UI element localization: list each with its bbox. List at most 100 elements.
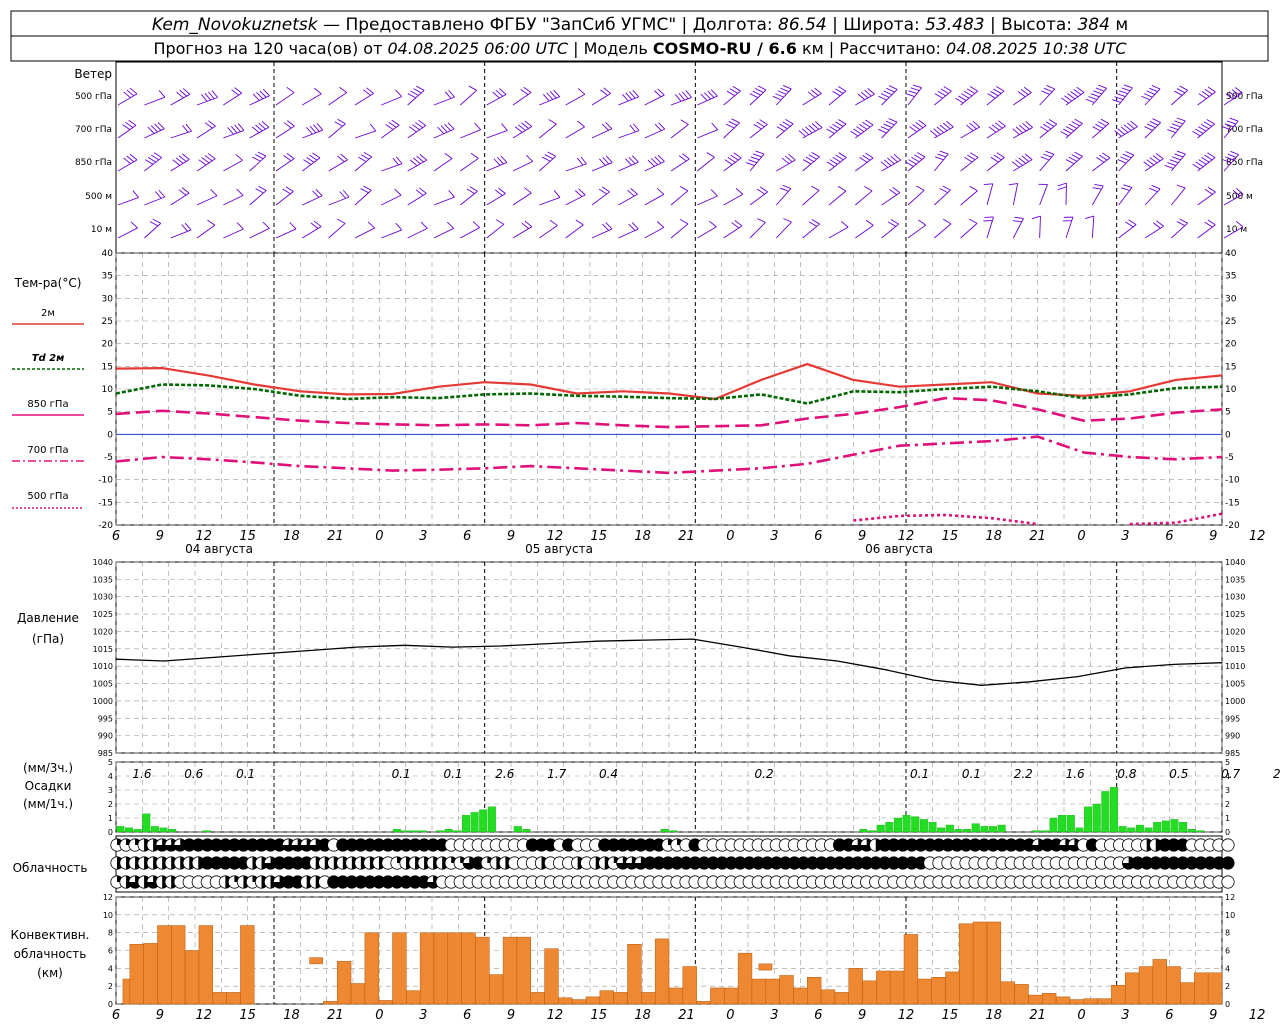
- wind-barb-flag: [783, 122, 791, 126]
- wind-barb-shaft: [618, 97, 638, 105]
- wind-barb-flag: [1120, 157, 1128, 161]
- wind-barb-flag: [363, 186, 371, 190]
- wind-barb-shaft: [724, 194, 743, 205]
- header-line-1: Kem_Novokuznetsk — Предоставлено ФГБУ "З…: [152, 15, 1128, 35]
- wind-barb-flag: [1061, 132, 1069, 136]
- wind-barb-flag: [411, 91, 419, 95]
- hour-label-bottom: 12: [898, 1008, 915, 1023]
- wind-barb-flag: [469, 86, 477, 90]
- alt-value: 384: [1077, 15, 1109, 35]
- wind-barb-flag: [733, 86, 741, 91]
- precip-bar: [203, 831, 211, 832]
- precip-ytick-right: 0: [1225, 828, 1230, 837]
- wind-barb-flag: [757, 219, 765, 223]
- conv-bar: [752, 979, 766, 1004]
- wind-barb-flag: [938, 91, 946, 96]
- wind-barb-flag: [1122, 88, 1131, 91]
- pressure-ytick-right: 1000: [1225, 697, 1245, 706]
- wind-barb-flag: [1147, 91, 1155, 95]
- temp-ytick-left: 25: [102, 317, 113, 327]
- wind-barb-flag: [1044, 88, 1052, 92]
- wind-barb-flag: [418, 120, 425, 125]
- wind-barb-flag: [941, 89, 949, 94]
- wind-barb-flag: [727, 91, 735, 96]
- precip-ytick-left: 0: [108, 828, 113, 837]
- wind-barb-shaft: [223, 160, 242, 171]
- wind-barb-flag: [732, 119, 740, 123]
- wind-barb-shaft: [250, 156, 266, 171]
- wind-barb-flag: [235, 88, 242, 93]
- conv-bar: [1084, 999, 1098, 1004]
- wind-barb-flag: [878, 129, 886, 133]
- precip-bar: [1067, 815, 1075, 832]
- wind-barb-flag: [337, 219, 345, 223]
- wind-barb-flag: [890, 189, 897, 194]
- wind-barb-flag: [131, 222, 138, 228]
- wind-barb-shaft: [250, 228, 270, 238]
- wind-barb-flag: [732, 223, 739, 228]
- hour-label-bottom: 9: [156, 1008, 164, 1023]
- wind-barb-flag: [1153, 223, 1160, 229]
- conv-bar: [904, 934, 918, 1004]
- wind-barb-flag: [1093, 91, 1101, 94]
- legend-500-label: 500 гПа: [27, 491, 68, 502]
- wind-barb-flag: [521, 89, 528, 94]
- wind-barb-flag: [993, 89, 1001, 94]
- wind-barb-flag: [287, 87, 294, 92]
- wind-barb-flag: [386, 124, 393, 129]
- conv-bar: [323, 1001, 337, 1004]
- conv-bar-floating: [759, 964, 772, 970]
- wind-barb-shaft: [118, 228, 138, 238]
- wind-barb-shaft: [934, 154, 948, 171]
- wind-barb-flag: [287, 121, 294, 126]
- wind-barb-shaft: [276, 126, 295, 138]
- wind-barb-flag: [1094, 184, 1103, 186]
- wind-barb-flag: [550, 220, 557, 225]
- wind-barb-flag: [760, 187, 768, 192]
- wind-barb-shaft: [144, 129, 164, 138]
- precip-bar: [963, 829, 971, 832]
- wind-barb-shaft: [355, 131, 376, 138]
- wind-label: Ветер: [74, 67, 112, 81]
- conv-bar: [628, 944, 642, 1004]
- wind-barb-flag: [256, 189, 264, 193]
- wind-barb-flag: [888, 222, 896, 227]
- wind-barb-flag: [709, 221, 716, 227]
- wind-barb-flag: [909, 160, 917, 165]
- precip-bar: [998, 825, 1006, 832]
- conv-bar: [586, 997, 600, 1004]
- wind-barb-flag: [232, 90, 239, 95]
- wind-barb-flag: [833, 91, 841, 96]
- precip-3h-sum: 0.2: [755, 767, 774, 781]
- wind-barb-shaft: [829, 227, 848, 238]
- wind-level-label-right: 10 м: [1226, 225, 1247, 235]
- conv-bar: [835, 992, 849, 1004]
- hour-label-bottom: 18: [986, 1008, 1003, 1023]
- conv-ytick-right: 12: [1225, 893, 1235, 902]
- wind-barb-flag: [991, 157, 999, 162]
- conv-ytick-right: 6: [1225, 947, 1230, 956]
- precip-bar: [1127, 828, 1135, 832]
- wind-barb-flag: [746, 163, 754, 166]
- wind-barb-flag: [785, 119, 793, 123]
- wind-barb-flag: [205, 123, 212, 128]
- wind-barb-flag: [750, 94, 758, 98]
- wind-barb-flag: [1193, 164, 1201, 169]
- conv-bar: [1153, 959, 1167, 1004]
- legend-850-label: 850 гПа: [27, 399, 68, 410]
- wind-barb-shaft: [302, 227, 321, 238]
- wind-barb-shaft: [750, 192, 768, 205]
- wind-barb-flag: [1205, 222, 1213, 227]
- wind-barb-shaft: [1119, 187, 1132, 205]
- wind-barb-shaft: [434, 159, 452, 171]
- wind-barb-flag: [361, 189, 369, 193]
- wind-barb-flag: [884, 91, 892, 95]
- wind-barb-flag: [471, 153, 478, 158]
- wind-barb-flag: [970, 186, 978, 190]
- wind-barb-flag: [1152, 85, 1160, 89]
- wind-barb-shaft: [223, 229, 243, 238]
- wind-barb-flag: [211, 189, 217, 195]
- precip-3h-sum: 0.1: [392, 767, 411, 781]
- hour-label-mid: 3: [770, 529, 778, 544]
- conv-bar: [503, 937, 517, 1004]
